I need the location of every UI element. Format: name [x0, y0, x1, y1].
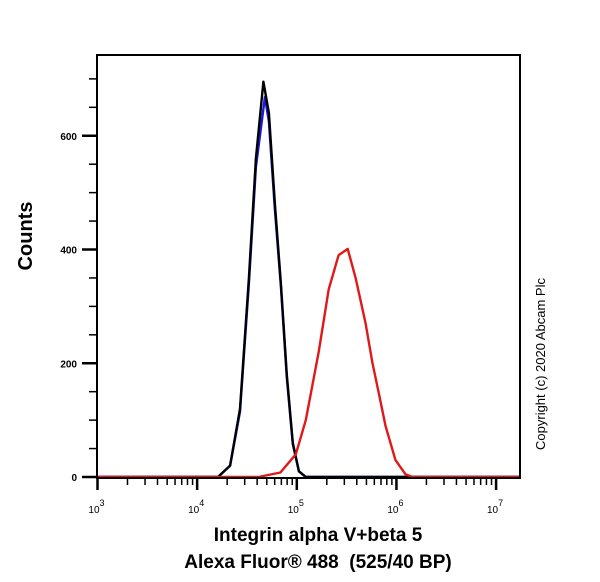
- x-tick-label: 107: [487, 498, 503, 516]
- x-tick-label: 106: [387, 498, 403, 516]
- x-axis-label: Integrin alpha V+beta 5: [214, 525, 423, 546]
- x-tick-label: 103: [88, 498, 104, 516]
- copyright-text: Copyright (c) 2020 Abcam Plc: [533, 278, 548, 450]
- x-tick-exponent: 7: [498, 498, 503, 508]
- x-tick-exponent: 5: [299, 498, 304, 508]
- y-tick-label: 200: [60, 359, 77, 370]
- histogram-series-2: [97, 247, 520, 479]
- x-tick-label: 104: [188, 498, 204, 516]
- y-tick-label: 600: [60, 132, 77, 143]
- plot-frame: [96, 54, 521, 479]
- y-tick-label: 400: [60, 246, 77, 257]
- x-tick-base: 10: [188, 505, 200, 516]
- x-tick-exponent: 3: [100, 498, 105, 508]
- x-axis-label-channel: Alexa Fluor® 488 (525/40 BP): [184, 552, 451, 573]
- histogram-series-0: [97, 95, 520, 479]
- y-axis-label: Counts: [15, 202, 37, 271]
- x-tick-base: 10: [288, 505, 300, 516]
- x-tick-label: 105: [288, 498, 304, 516]
- x-tick-exponent: 6: [398, 498, 403, 508]
- y-tick-label: 0: [71, 473, 77, 484]
- x-tick-base: 10: [387, 505, 399, 516]
- x-tick-exponent: 4: [199, 498, 204, 508]
- x-tick-base: 10: [487, 505, 499, 516]
- curves-layer: [97, 80, 520, 479]
- histogram-series-1: [97, 80, 520, 479]
- x-tick-base: 10: [88, 505, 100, 516]
